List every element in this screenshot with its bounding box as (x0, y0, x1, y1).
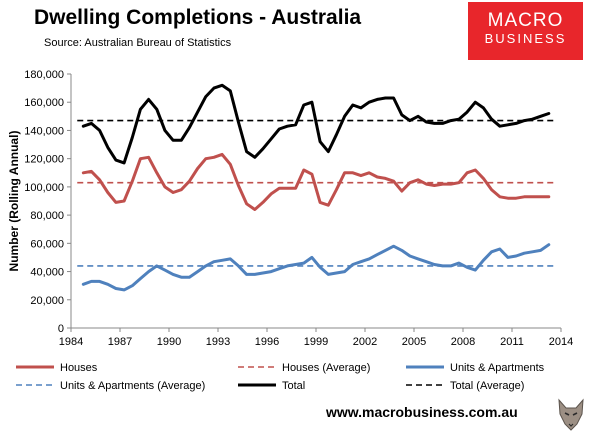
chart-title: Dwelling Completions - Australia (34, 6, 362, 29)
x-tick-label: 1987 (108, 336, 132, 348)
series-total (81, 83, 551, 165)
logo-line1: MACRO (487, 10, 564, 31)
x-tick-label: 2014 (549, 336, 573, 348)
x-tick-label: 1993 (206, 336, 230, 348)
chart-source: Source: Australian Bureau of Statistics (44, 37, 232, 49)
website-url[interactable]: www.macrobusiness.com.au (326, 404, 518, 420)
x-tick-label: 2011 (500, 336, 524, 348)
x-tick-label: 2002 (353, 336, 377, 348)
y-tick-label: 20,000 (30, 295, 64, 307)
legend-label-units-apartments-average: Units & Apartments (Average) (60, 380, 205, 392)
x-tick-label: 2005 (402, 336, 426, 348)
y-tick-label: 120,000 (24, 154, 64, 166)
legend-label-houses-average: Houses (Average) (282, 362, 370, 374)
x-tick-label: 2008 (451, 336, 475, 348)
macrobusiness-logo: MACRO BUSINESS (468, 2, 583, 60)
y-tick-label: 160,000 (24, 97, 64, 109)
y-tick-label: 60,000 (30, 238, 64, 250)
legend-label-houses: Houses (60, 362, 98, 374)
y-tick-label: 80,000 (30, 210, 64, 222)
y-tick-label: 100,000 (24, 182, 64, 194)
wolf-icon (558, 398, 584, 431)
logo-line2: BUSINESS (484, 31, 567, 46)
y-tick-label: 180,000 (24, 69, 64, 81)
x-tick-label: 1990 (157, 336, 181, 348)
legend-label-units-apartments: Units & Apartments (450, 362, 545, 374)
legend-label-total-average: Total (Average) (450, 380, 524, 392)
y-tick-label: 40,000 (30, 267, 64, 279)
y-axis-label: Number (Rolling Annual) (7, 131, 21, 272)
series-units-apartments (81, 243, 551, 292)
series-houses (81, 152, 551, 211)
y-tick-label: 0 (58, 323, 64, 335)
x-tick-label: 1999 (304, 336, 328, 348)
legend-label-total: Total (282, 380, 305, 392)
x-tick-label: 1996 (255, 336, 279, 348)
x-tick-label: 1984 (59, 336, 83, 348)
y-tick-label: 140,000 (24, 125, 64, 137)
